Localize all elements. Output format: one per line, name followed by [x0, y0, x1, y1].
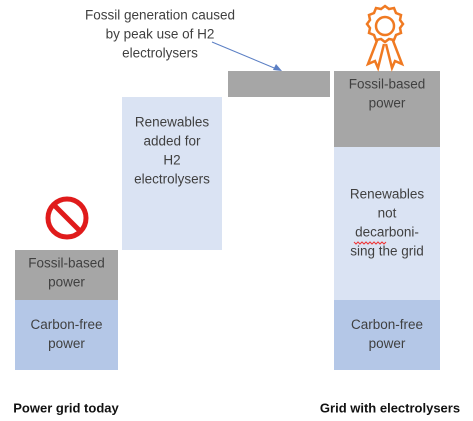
- block-text: Fossil-based: [28, 256, 105, 271]
- carbon-free-block: [334, 300, 440, 370]
- block-text: Carbon-free: [351, 317, 423, 332]
- annotation-text: by peak use of H2: [106, 27, 215, 42]
- annotation-arrow: [211, 41, 280, 71]
- block-text: power: [48, 336, 85, 351]
- arrow-head: [273, 64, 282, 71]
- renewables-block: [334, 147, 440, 300]
- annotation-text: electrolysers: [122, 46, 198, 61]
- renewables-block: [122, 97, 222, 250]
- carbon-free-block: [15, 300, 118, 370]
- block-text: not: [378, 206, 397, 221]
- block-text: sing the grid: [350, 244, 424, 259]
- block-text: electrolysers: [134, 172, 210, 187]
- block-text: Renewables: [350, 187, 425, 202]
- fossil-block: [334, 71, 440, 147]
- column-label: Grid with electrolysers: [320, 400, 460, 415]
- block-text: Fossil-based: [349, 77, 426, 92]
- block-text: H2: [163, 153, 180, 168]
- shapes: [15, 71, 440, 370]
- fossil-block: [228, 71, 330, 97]
- block-text: added for: [143, 134, 201, 149]
- block-text: power: [369, 96, 406, 111]
- fossil-block: [15, 250, 118, 300]
- block-text: power: [48, 275, 85, 290]
- column-label: Power grid today: [13, 400, 119, 415]
- block-text: Renewables: [135, 115, 210, 130]
- block-text: power: [369, 336, 406, 351]
- annotation-text: Fossil generation caused: [85, 8, 235, 23]
- spell-underline: [353, 241, 387, 245]
- block-text: decarboni-: [355, 225, 419, 240]
- block-text: Carbon-free: [30, 317, 102, 332]
- prohibition-icon: [45, 196, 89, 240]
- award-icon: [365, 4, 405, 72]
